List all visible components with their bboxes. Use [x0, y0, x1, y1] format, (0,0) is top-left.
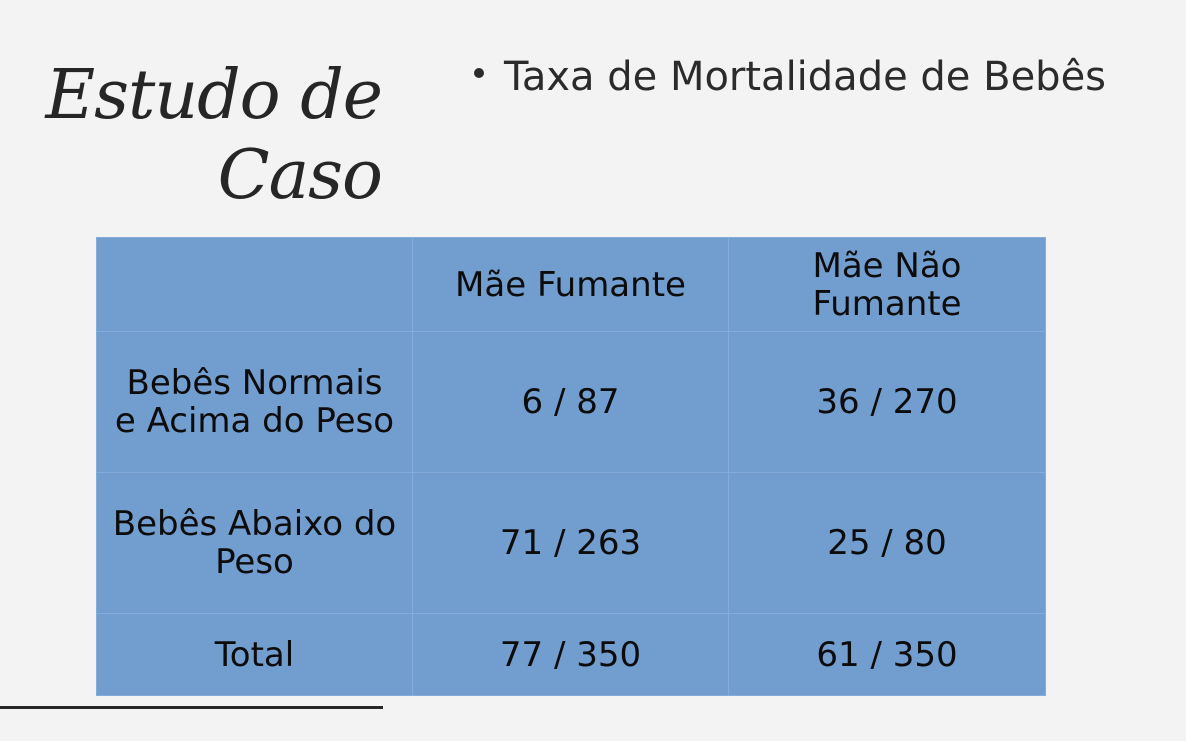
header-cell-smoker: Mãe Fumante — [412, 237, 729, 332]
header-cell-empty — [96, 237, 413, 332]
slide-title: Estudo de Caso — [20, 56, 383, 216]
mortality-table: Mãe Fumante Mãe Não Fumante Bebês Normai… — [96, 237, 1046, 696]
table-header-row: Mãe Fumante Mãe Não Fumante — [96, 237, 1046, 332]
slide-title-line-2: Caso — [217, 136, 383, 215]
header-cell-non-smoker: Mãe Não Fumante — [728, 237, 1046, 332]
smoker-value-cell: 77 / 350 — [412, 613, 729, 696]
non-smoker-value-cell: 36 / 270 — [728, 331, 1046, 473]
table-row: Bebês Abaixo do Peso 71 / 263 25 / 80 — [96, 472, 1046, 614]
smoker-value-cell: 6 / 87 — [412, 331, 729, 473]
slide-title-line-1: Estudo de — [45, 56, 383, 135]
non-smoker-value-cell: 25 / 80 — [728, 472, 1046, 614]
bullet-list: Taxa de Mortalidade de Bebês — [474, 54, 1106, 100]
bullet-text: Taxa de Mortalidade de Bebês — [504, 54, 1107, 100]
table-row-total: Total 77 / 350 61 / 350 — [96, 613, 1046, 696]
non-smoker-value-cell: 61 / 350 — [728, 613, 1046, 696]
bullet-dot-icon — [474, 68, 484, 78]
row-label-cell: Bebês Normais e Acima do Peso — [96, 331, 413, 473]
title-underline-divider — [0, 706, 383, 709]
table-row: Bebês Normais e Acima do Peso 6 / 87 36 … — [96, 331, 1046, 473]
row-label-cell: Total — [96, 613, 413, 696]
row-label-cell: Bebês Abaixo do Peso — [96, 472, 413, 614]
smoker-value-cell: 71 / 263 — [412, 472, 729, 614]
